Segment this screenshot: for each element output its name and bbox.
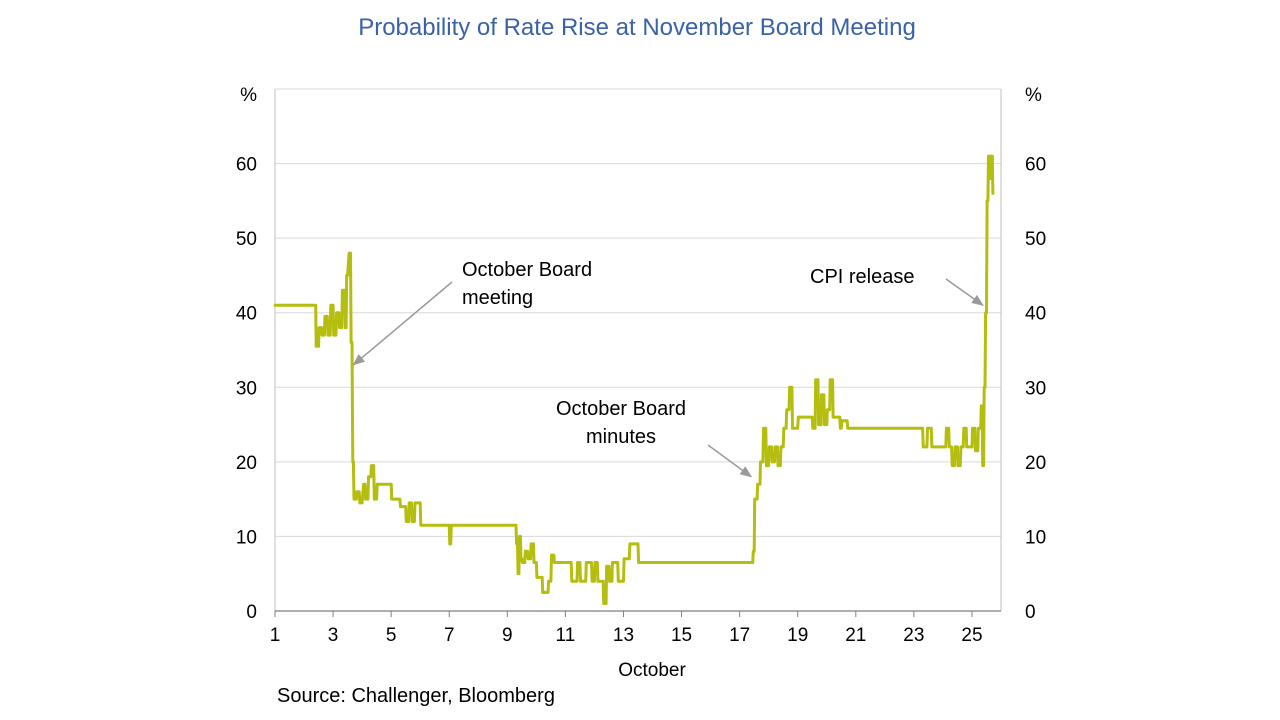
x-tick-label: 3 xyxy=(328,625,339,646)
x-tick-label: 15 xyxy=(671,625,692,646)
y-tick-label-right: 10 xyxy=(1025,527,1046,548)
annotation-arrow xyxy=(352,281,453,366)
annotations: October Board meeting October Board minutes… xyxy=(352,259,984,478)
gridlines xyxy=(275,88,1001,537)
x-tick-label: 5 xyxy=(386,625,397,646)
y-tick-label-left: 0 xyxy=(246,602,257,623)
y-tick-label-left: 50 xyxy=(236,229,257,250)
plot-frame xyxy=(274,89,1002,612)
x-tick-label: 7 xyxy=(444,625,455,646)
annotation-label: minutes xyxy=(586,426,656,448)
x-tick-label: 13 xyxy=(613,625,634,646)
y-axis-label-left: % xyxy=(240,85,257,106)
y-tick-label-right: 40 xyxy=(1025,304,1046,325)
y-axis-label-right: % xyxy=(1025,85,1042,106)
annotation-label: meeting xyxy=(462,287,533,309)
y-tick-label-right: 60 xyxy=(1025,155,1046,176)
y-tick-label-right: 20 xyxy=(1025,453,1046,474)
source-note: Source: Challenger, Bloomberg xyxy=(277,685,555,707)
x-tick-label: 19 xyxy=(787,625,808,646)
chart-title: Probability of Rate Rise at November Boa… xyxy=(358,14,916,41)
annotation-arrow xyxy=(945,278,984,306)
x-tick-label: 25 xyxy=(961,625,982,646)
y-tick-label-left: 30 xyxy=(236,378,257,399)
x-tick-label: 23 xyxy=(903,625,924,646)
x-axis-label: October xyxy=(618,660,686,681)
annotation-label: October Board xyxy=(556,398,686,420)
series-line xyxy=(273,154,995,605)
annotation-label: October Board xyxy=(462,259,592,281)
x-tick-label: 21 xyxy=(845,625,866,646)
x-tick-label: 1 xyxy=(270,625,281,646)
y-tick-label-left: 20 xyxy=(236,453,257,474)
y-tick-label-left: 10 xyxy=(236,527,257,548)
y-tick-label-left: 40 xyxy=(236,304,257,325)
y-tick-label-right: 0 xyxy=(1025,602,1036,623)
y-tick-label-left: 60 xyxy=(236,155,257,176)
annotation-label: CPI release xyxy=(810,266,915,288)
annotation-arrow xyxy=(707,444,753,478)
series-layer xyxy=(273,154,995,605)
x-tick-label: 17 xyxy=(729,625,750,646)
y-tick-label-right: 30 xyxy=(1025,378,1046,399)
x-tick-label: 9 xyxy=(502,625,513,646)
x-tick-label: 11 xyxy=(556,625,576,646)
y-tick-label-right: 50 xyxy=(1025,229,1046,250)
